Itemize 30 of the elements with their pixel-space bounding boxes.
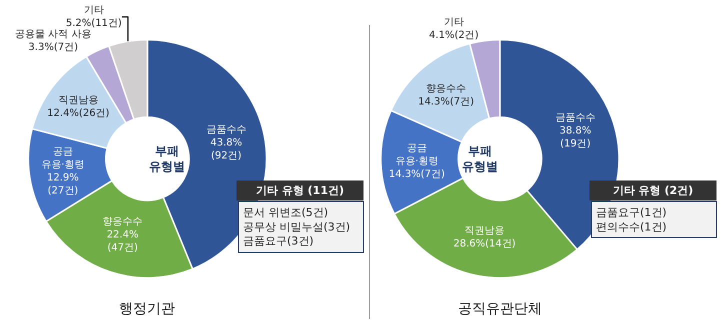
- data-label: 38.8% (19건): [559, 126, 592, 150]
- slice-label: 기타: [84, 4, 104, 16]
- slice-label: 직권남용: [58, 94, 98, 106]
- text: 금품요구(1건) 편의수수(1건): [596, 206, 667, 234]
- text: 기타 유형 (2건): [612, 184, 694, 197]
- text: 기타 유형 (11건): [256, 184, 344, 197]
- data-label: 28.6%(14건): [453, 238, 516, 250]
- slice-label: 금품수수: [206, 124, 246, 136]
- data-label: 22.4% (47건): [106, 230, 138, 254]
- data-label: 43.8% (92건): [210, 138, 242, 162]
- slice-label: 공금 유용·횡령: [41, 146, 84, 171]
- data-label: 14.3%(7건): [388, 168, 445, 180]
- data-label: 5.2%(11건): [66, 18, 122, 29]
- data-label: 4.1%(2건): [429, 30, 479, 41]
- text: 부패 유형별: [149, 144, 185, 174]
- data-label: 14.3%(7건): [418, 96, 474, 108]
- slice-label: 공금 유용·횡령: [395, 142, 438, 167]
- data-label: 3.3%(7건): [28, 42, 78, 53]
- slice-label: 기타: [444, 16, 464, 28]
- text: 부패 유형별: [462, 144, 498, 174]
- text: 공직유관단체: [458, 301, 542, 317]
- text: 행정기관: [119, 301, 175, 317]
- data-label: 12.9% (27건): [47, 172, 79, 197]
- slice-label: 금품수수: [555, 112, 596, 124]
- slice-label: 직권남용: [464, 226, 505, 237]
- text: 문서 위변조(5건) 공무상 비밀누설(3건) 금품요구(3건): [243, 206, 350, 248]
- slice-label: 향응수수: [102, 216, 143, 228]
- data-label: 12.4%(26건): [47, 108, 110, 119]
- slice-label: 공용물 사적 사용: [15, 28, 92, 40]
- slice-label: 향응수수: [426, 84, 466, 95]
